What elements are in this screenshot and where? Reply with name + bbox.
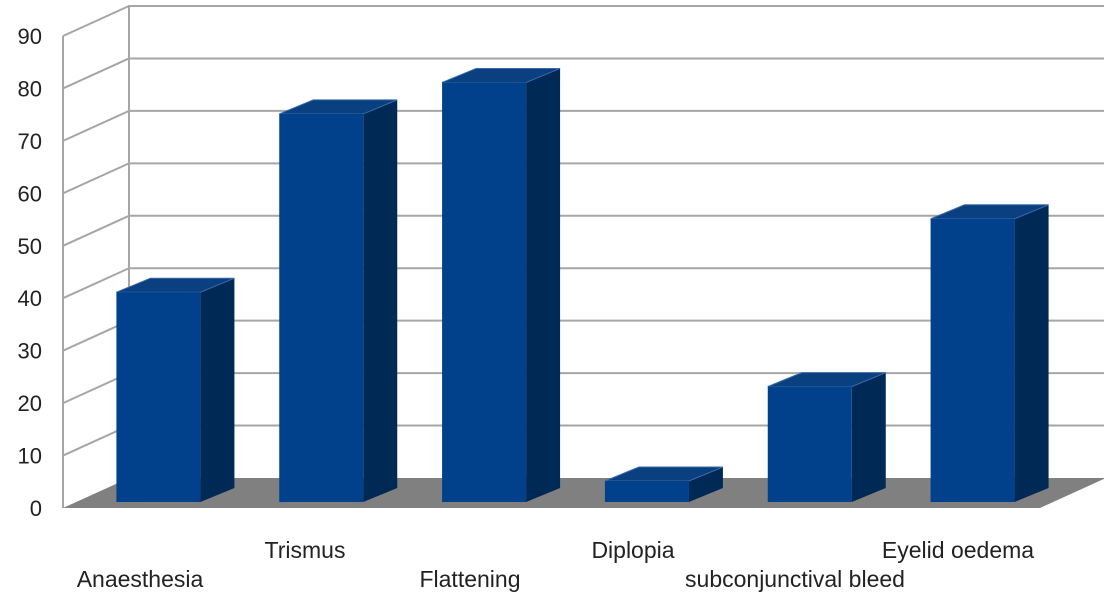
bar-side	[851, 372, 886, 502]
bar-front	[767, 386, 852, 502]
gridline	[62, 109, 1104, 142]
y-tick-label: 40	[18, 286, 42, 311]
bars	[116, 67, 1049, 503]
y-tick-label: 50	[18, 234, 42, 259]
x-axis-labels: Anaesthesia Trismus Flattening Diplopia subc…	[77, 537, 1035, 592]
bar-front	[116, 292, 201, 502]
x-category-label: subconjunctival bleed	[685, 566, 905, 592]
bar-front	[279, 113, 364, 503]
bar-side	[688, 467, 723, 502]
x-category-label: Flattening	[419, 566, 520, 592]
x-category-label: Diplopia	[591, 537, 674, 563]
y-tick-label: 20	[18, 391, 42, 416]
bar	[441, 67, 561, 502]
gridline	[62, 267, 1104, 300]
y-tick-label: 30	[18, 339, 42, 364]
bar-front	[930, 218, 1015, 503]
gridline	[62, 214, 1104, 247]
bar-front	[442, 82, 527, 502]
x-category-label: Anaesthesia	[77, 566, 204, 592]
bar-side	[1014, 204, 1049, 503]
x-category-label: Eyelid oedema	[882, 537, 1034, 563]
y-tick-label: 90	[18, 24, 42, 49]
bar-side	[200, 278, 235, 502]
y-axis-ticks: 0 10 20 30 40 50 60 70 80 90	[18, 24, 42, 521]
y-tick-label: 60	[18, 181, 42, 206]
y-tick-label: 70	[18, 129, 42, 154]
bar	[116, 277, 235, 502]
y-tick-label: 10	[18, 444, 42, 469]
bar	[279, 99, 398, 503]
y-tick-label: 0	[30, 496, 42, 521]
y-tick-label: 80	[18, 76, 42, 101]
bar	[604, 466, 724, 502]
bar	[930, 204, 1049, 503]
bar-side	[363, 99, 398, 503]
bar	[767, 372, 886, 502]
bar-front	[604, 481, 689, 502]
x-category-label: Trismus	[265, 537, 346, 563]
gridline	[62, 162, 1104, 195]
gridline	[62, 57, 1104, 90]
gridline	[62, 5, 1104, 37]
bar-side	[526, 68, 561, 502]
